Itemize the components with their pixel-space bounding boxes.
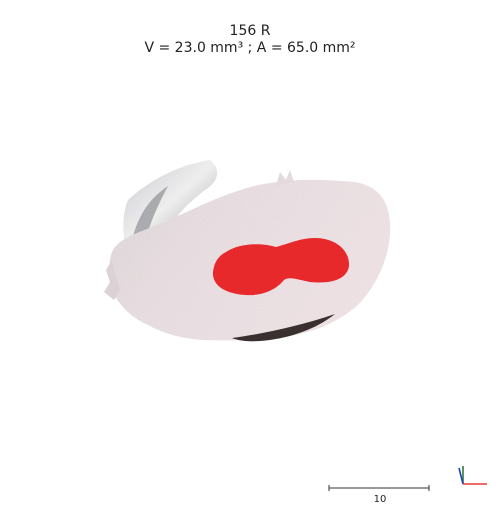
xyz-axis-triad-icon: [458, 466, 487, 485]
tissue-tuft: [276, 170, 294, 186]
scale-bar: [328, 485, 430, 491]
axis-z-line: [458, 467, 464, 485]
tissue-flap-left-edge: [132, 186, 168, 240]
tissue-underside-shadow: [232, 314, 335, 342]
measurement-readout: V = 23.0 mm³ ; A = 65.0 mm²: [144, 40, 356, 56]
scale-bar-label: 10: [373, 494, 387, 505]
specimen-title: 156 R: [229, 23, 271, 39]
tissue-left-edge: [104, 260, 120, 300]
highlighted-region[interactable]: [212, 238, 350, 296]
